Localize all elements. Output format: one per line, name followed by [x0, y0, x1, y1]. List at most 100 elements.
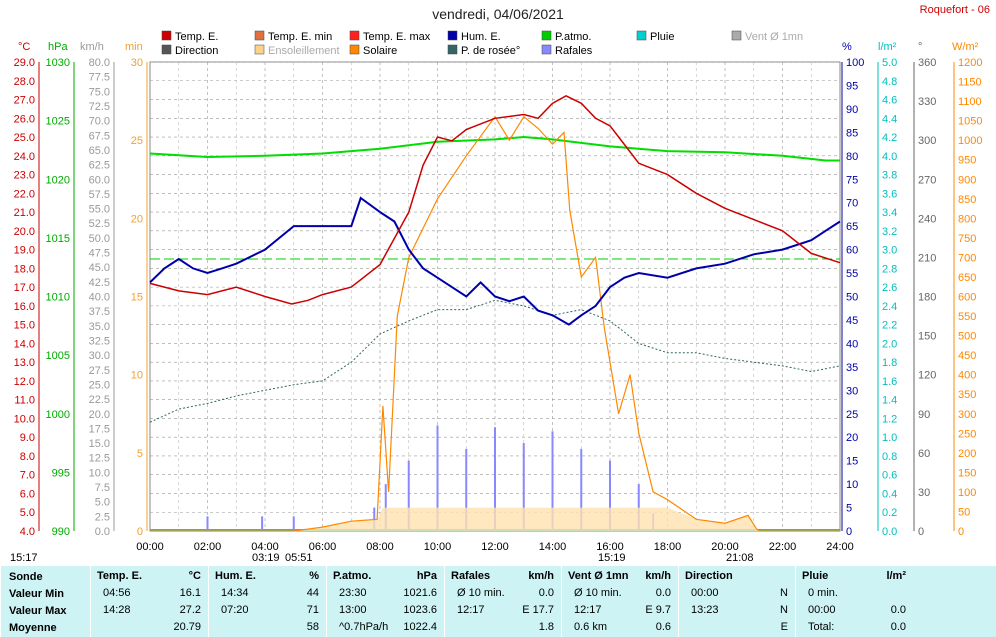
axis-tick-solar: 500 [958, 331, 976, 343]
gust-bar [206, 516, 209, 531]
axis-tick-rain: 4.4 [882, 113, 897, 125]
pressure-line [149, 135, 840, 162]
axis-tick-wind: 52.5 [89, 218, 110, 230]
axis-tick-dir: 240 [918, 213, 936, 225]
footer-rain-value: 0.0 [890, 621, 906, 633]
gust-bar [494, 427, 496, 531]
axis-tick-temp: 6.0 [20, 488, 35, 500]
legend-label: Temp. E. [175, 31, 218, 43]
axis-tick-solar: 650 [958, 272, 976, 284]
axis-tick-wind: 50.0 [89, 233, 110, 245]
footer-gust-value: 0.0 [538, 587, 554, 599]
axis-tick-rain: 1.4 [882, 395, 897, 407]
x-tick-label: 00:00 [136, 541, 164, 553]
footer-temp-time: 14:28 [103, 604, 131, 616]
legend-swatch [254, 44, 265, 55]
footer-press-unit: hPa [416, 570, 437, 582]
axis-tick-hum: 15 [846, 456, 858, 468]
axis-tick-solar: 700 [958, 252, 976, 264]
axis-tick-rain: 0.4 [882, 488, 897, 500]
legend-label: Rafales [555, 45, 593, 57]
footer-hum-header: Hum. E. [215, 570, 256, 582]
x-tick-label: 18:00 [654, 541, 682, 553]
axis-tick-press: 1005 [46, 350, 70, 362]
axis-tick-rain: 2.2 [882, 320, 897, 332]
axis-tick-rain: 4.6 [882, 95, 897, 107]
axis-tick-wind: 12.5 [89, 453, 110, 465]
axis-tick-hum: 5 [846, 503, 852, 515]
axis-tick-solar: 750 [958, 233, 976, 245]
axis-tick-wind: 72.5 [89, 101, 110, 113]
legend-swatch [731, 30, 742, 41]
x-tick-label: 08:00 [366, 541, 394, 553]
axis-tick-dir: 60 [918, 448, 930, 460]
axis-tick-dir: 360 [918, 57, 936, 69]
footer-dir-value: E [780, 621, 788, 633]
axis-tick-rain: 0.8 [882, 451, 897, 463]
footer-col-temp: Temp. E. °C 04:56 16.1 14:28 27.2 20.79 [90, 566, 209, 637]
axis-tick-wind: 17.5 [89, 423, 110, 435]
axis-tick-press: 1010 [46, 292, 70, 304]
axis-tick-solar: 400 [958, 370, 976, 382]
footer-wind-time: 12:17 [574, 604, 602, 616]
footer-dir-time: 13:23 [691, 604, 719, 616]
axis-tick-solar: 800 [958, 213, 976, 225]
axis-tick-temp: 16.0 [14, 301, 35, 313]
axis-tick-rain: 4.2 [882, 132, 897, 144]
legend-swatch [349, 44, 360, 55]
axis-tick-solar: 1050 [958, 116, 982, 128]
axis-tick-solar: 50 [958, 506, 970, 518]
footer-col-rain: Pluie l/m² 0 min. 00:00 0.0 Total: 0.0 [795, 566, 914, 637]
axis-tick-dir: 180 [918, 292, 936, 304]
axis-tick-dir: 0 [918, 526, 924, 538]
axis-tick-rain: 2.0 [882, 338, 897, 350]
footer-rain-header: Pluie [802, 570, 829, 582]
axis-tick-temp: 9.0 [20, 432, 35, 444]
time-tmax: 15:19 [598, 552, 626, 564]
axis-tick-dir: 330 [918, 96, 936, 108]
axis-tick-press: 1025 [46, 116, 70, 128]
legend-label: Ensoleillement [268, 45, 340, 57]
footer-hum-value: 44 [306, 587, 319, 599]
axis-tick-temp: 11.0 [14, 395, 35, 407]
temperature-line [149, 94, 841, 305]
axis-tick-wind: 65.0 [89, 145, 110, 157]
axis-tick-solar: 900 [958, 174, 976, 186]
axis-tick-temp: 23.0 [14, 170, 35, 182]
axis-tick-hum: 25 [846, 409, 858, 421]
axis-tick-rain: 4.8 [882, 76, 897, 88]
axis-tick-hum: 10 [846, 479, 858, 491]
footer-col-dir: Direction 00:00 N 13:23 N E [678, 566, 796, 637]
axis-tick-temp: 14.0 [14, 338, 35, 350]
legend-swatch [447, 44, 458, 55]
axis-tick-temp: 24.0 [14, 151, 35, 163]
axis-tick-dir: 120 [918, 370, 936, 382]
x-tick-label: 14:00 [539, 541, 567, 553]
axis-tick-temp: 5.0 [20, 507, 35, 519]
footer-dir-time: 00:00 [691, 587, 719, 599]
axis-tick-min: 5 [137, 448, 143, 460]
axis-tick-dir: 300 [918, 135, 936, 147]
axis-unit-rain: l/m² [878, 41, 897, 53]
axis-tick-rain: 0.0 [882, 526, 897, 538]
axis-tick-wind: 15.0 [89, 438, 110, 450]
x-tick-label: 10:00 [424, 541, 452, 553]
axis-tick-solar: 200 [958, 448, 976, 460]
axis-tick-hum: 60 [846, 245, 858, 257]
gust-bar [384, 484, 387, 531]
footer-press-header: P.atmo. [333, 570, 372, 582]
axis-tick-rain: 0.6 [882, 470, 897, 482]
legend-swatch [161, 44, 172, 55]
axis-tick-rain: 2.4 [882, 301, 897, 313]
footer-temp-value: 27.2 [179, 604, 201, 616]
footer-press-time: 13:00 [339, 604, 367, 616]
x-tick-label: 12:00 [481, 541, 509, 553]
axis-tick-dir: 210 [918, 252, 936, 264]
axis-unit-wind: km/h [80, 41, 104, 53]
footer-col-press: P.atmo. hPa 23:30 1021.6 13:00 1023.6 ^0.7hPa/… [326, 566, 445, 637]
gust-bar [292, 516, 295, 531]
axis-tick-wind: 27.5 [89, 365, 110, 377]
footer-row-avg: Moyenne [9, 622, 57, 634]
axis-tick-solar: 550 [958, 311, 976, 323]
axis-tick-solar: 150 [958, 467, 976, 479]
